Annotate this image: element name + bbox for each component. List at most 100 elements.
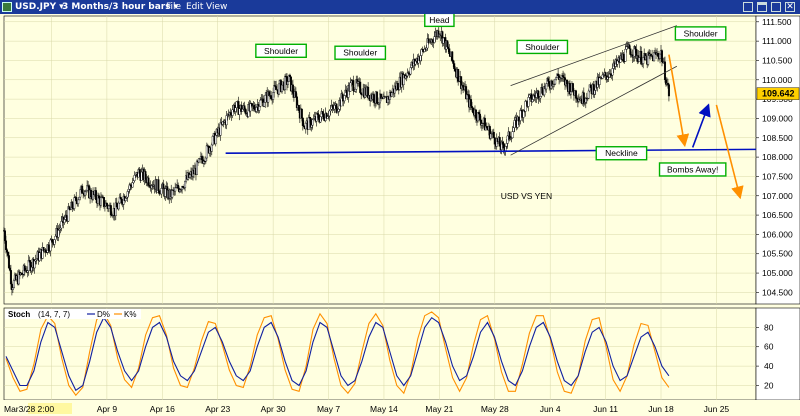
stoch-k-line [5,311,670,397]
maximize-icon[interactable] [771,2,781,12]
candle-body [477,112,480,115]
candle-body [77,199,80,204]
candle-body [535,92,538,98]
stoch-params: (14, 7, 7) [38,310,70,319]
menu-edit[interactable]: Edit [186,2,204,12]
candle-body [171,190,174,198]
candle-body [545,83,548,90]
link-icon[interactable] [743,2,753,12]
candle-body [160,188,163,195]
candle-body [322,113,325,120]
candle-body [622,53,625,62]
candle-body [569,91,572,95]
close-icon[interactable]: ✕ [785,2,795,12]
annotation-box [595,146,648,161]
candle-body [326,116,329,119]
candle-body [300,108,303,119]
symbol-label: USD.JPY [15,2,57,12]
candle-body [275,86,278,90]
candle-body [634,46,637,50]
candle-body [307,117,310,130]
candle-body [95,190,98,200]
candle-body [6,251,9,256]
candle-body [140,171,143,181]
candle-body [539,95,542,99]
candle-body [97,195,100,199]
price-tick-label: 109.000 [762,113,793,123]
candle-body [442,37,445,44]
candle-body [663,61,666,80]
candle-body [244,108,247,114]
candle-body [12,280,15,289]
time-tick-label: Apr 30 [261,404,286,414]
candle-body [566,79,569,85]
candle-body [321,111,324,115]
candle-body [501,141,504,145]
annotation-box [334,45,387,60]
legend-d-label: D% [97,310,110,319]
chevron-down-icon: ▾ [173,2,179,12]
candle-body [548,81,551,87]
candle-body [51,239,54,243]
candle-body [158,190,161,194]
candle-body [264,94,267,103]
candle-body [200,156,203,161]
candle-body [451,51,454,61]
candle-body [7,255,10,269]
candle-body [133,175,136,181]
symbol-dropdown[interactable]: USD.JPY ▾ [15,0,64,14]
candle-body [653,52,656,62]
candle-body [328,110,331,117]
annotation-label: USD VS YEN [501,191,552,201]
stoch-tick-label: 60 [764,342,774,352]
candle-body [317,114,320,120]
candle-body [211,136,214,146]
candle-body [470,99,473,107]
candle-body [157,179,160,191]
minimize-icon[interactable] [757,2,767,12]
candle-body [234,107,237,112]
candle-body [492,131,495,138]
annotation-label: Shoulder [684,28,718,38]
candle-body [478,113,481,121]
candle-body [57,230,60,238]
annotation-label: Shoulder [264,46,298,56]
candle-body [189,174,192,178]
candle-body [253,104,256,110]
menu-file[interactable]: File [166,2,182,12]
candle-body [297,105,300,111]
candle-body [124,198,127,201]
candle-body [204,157,207,162]
candle-body [131,182,134,188]
candle-body [316,113,319,115]
candle-body [547,78,550,82]
candle-body [528,94,531,98]
candle-body [341,93,344,99]
candle-body [582,92,585,104]
menu-view[interactable]: View [206,2,228,12]
candle-body [527,97,530,107]
price-tick-label: 107.000 [762,191,793,201]
annotation-label: Shoulder [525,42,559,52]
price-tick-label: 110.500 [762,55,792,65]
candle-body [446,40,449,48]
candle-body [105,202,108,207]
stoch-d-line [5,316,670,392]
annotation-box [255,43,307,58]
candle-body [65,214,68,218]
candle-body [537,90,540,100]
candle-body [431,39,434,42]
candle-body [616,60,619,65]
annotation-label: Head [429,15,450,25]
period-dropdown[interactable]: 3 Months/3 hour bars ▾ [62,0,178,14]
candle-body [493,137,496,145]
candle-body [409,67,412,75]
annotation-box [674,26,727,41]
time-tick-label: May 21 [425,404,453,414]
candle-body [210,144,213,152]
candle-body [667,84,670,97]
price-tick-label: 108.500 [762,133,793,143]
candle-body [624,49,627,62]
time-tick-label: Apr 9 [97,404,118,414]
candle-body [642,57,645,64]
